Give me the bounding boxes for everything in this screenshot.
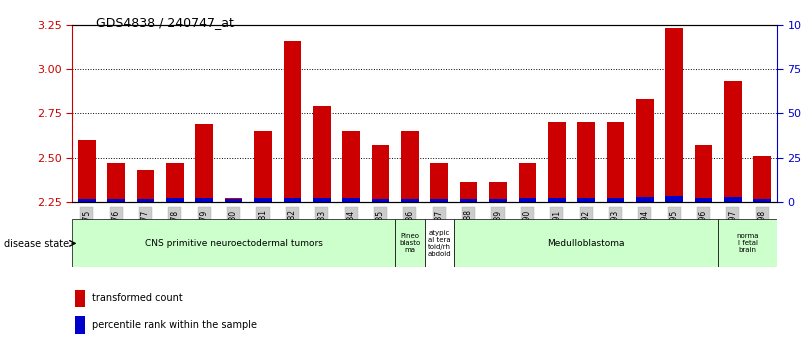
Bar (489, 182, 507, 202)
Bar (254, 131, 272, 202)
Bar (107, 163, 125, 202)
Bar (489, 199, 507, 202)
Bar (284, 198, 301, 202)
Bar (425, 219, 454, 267)
Bar (718, 219, 777, 267)
Bar (401, 199, 419, 202)
Bar (636, 99, 654, 202)
Bar (137, 199, 155, 202)
Bar (342, 198, 360, 202)
Bar (75, 290, 85, 307)
Bar (225, 199, 243, 202)
Text: CNS primitive neuroectodermal tumors: CNS primitive neuroectodermal tumors (145, 239, 323, 248)
Bar (606, 122, 624, 202)
Bar (578, 122, 595, 202)
Bar (107, 199, 125, 202)
Text: percentile rank within the sample: percentile rank within the sample (91, 320, 256, 330)
Bar (395, 219, 425, 267)
Bar (518, 198, 536, 202)
Bar (666, 196, 683, 202)
Bar (460, 182, 477, 202)
Bar (430, 199, 448, 202)
Bar (578, 198, 595, 202)
Bar (166, 198, 183, 202)
Bar (313, 198, 331, 202)
Bar (724, 81, 742, 202)
Bar (548, 122, 566, 202)
Bar (313, 106, 331, 202)
Bar (454, 219, 718, 267)
Text: norma
l fetal
brain: norma l fetal brain (736, 233, 759, 253)
Bar (166, 163, 183, 202)
Bar (754, 156, 771, 202)
Bar (342, 131, 360, 202)
Bar (372, 145, 389, 202)
Bar (195, 124, 213, 202)
Bar (724, 198, 742, 202)
Bar (254, 198, 272, 202)
Bar (137, 170, 155, 202)
Bar (430, 163, 448, 202)
Bar (75, 316, 85, 334)
Bar (666, 28, 683, 202)
Bar (518, 163, 536, 202)
Bar (636, 197, 654, 202)
Bar (195, 198, 213, 202)
Bar (78, 140, 95, 202)
Text: atypic
al tera
toid/rh
abdoid: atypic al tera toid/rh abdoid (428, 230, 451, 257)
Bar (606, 198, 624, 202)
Bar (694, 198, 712, 202)
Bar (78, 199, 95, 202)
Bar (72, 219, 395, 267)
Bar (754, 199, 771, 202)
Text: Medulloblastoma: Medulloblastoma (547, 239, 625, 248)
Text: transformed count: transformed count (91, 293, 183, 303)
Bar (694, 145, 712, 202)
Bar (372, 199, 389, 202)
Text: Pineo
blasto
ma: Pineo blasto ma (399, 233, 421, 253)
Text: disease state: disease state (4, 239, 69, 249)
Bar (548, 198, 566, 202)
Bar (460, 199, 477, 202)
Bar (225, 198, 243, 202)
Bar (284, 41, 301, 202)
Text: GDS4838 / 240747_at: GDS4838 / 240747_at (96, 16, 234, 29)
Bar (401, 131, 419, 202)
